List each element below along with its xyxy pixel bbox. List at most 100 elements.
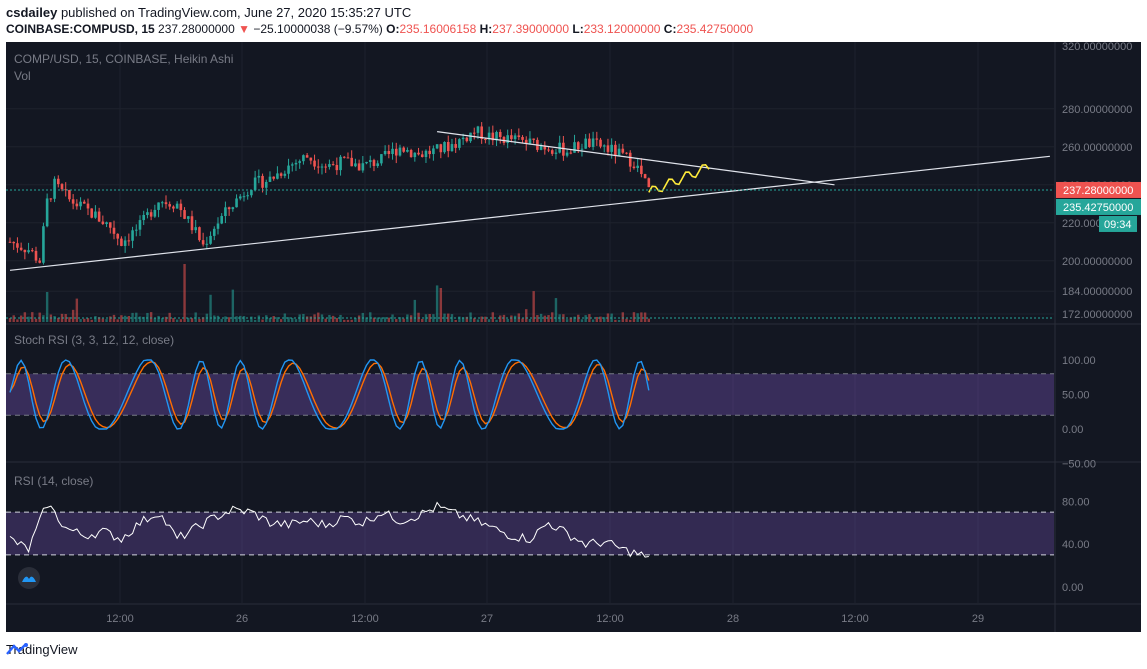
candle-body: [461, 137, 465, 140]
candle-body: [406, 149, 409, 152]
candle-body: [584, 138, 587, 149]
candle-body: [183, 210, 186, 219]
candle-body: [357, 163, 361, 171]
candle-body: [112, 227, 116, 234]
volume-bar: [23, 312, 27, 322]
candle-body: [27, 250, 30, 253]
candle-body: [220, 216, 223, 224]
candle-body: [640, 165, 643, 175]
candle-body: [376, 163, 379, 166]
candle-body: [539, 145, 543, 150]
volume-bar: [175, 319, 179, 322]
volume-bar: [27, 316, 30, 322]
volume-bar: [588, 314, 591, 322]
candle-body: [116, 233, 120, 239]
volume-bar: [543, 315, 547, 322]
candle-body: [279, 173, 283, 176]
volume-bar: [187, 317, 190, 322]
candle-body: [30, 250, 34, 252]
author-name[interactable]: csdailey: [6, 5, 58, 20]
volume-bar: [480, 316, 483, 322]
candle-body: [614, 144, 617, 157]
candle-body: [71, 199, 75, 204]
volume-bar: [335, 318, 339, 322]
volume-bar: [34, 318, 38, 322]
candle-body: [398, 147, 402, 156]
volume-bar: [94, 316, 97, 322]
candle-body: [101, 221, 105, 224]
volume-bar: [101, 318, 105, 322]
volume-bar: [372, 317, 376, 322]
candle-body: [34, 250, 38, 261]
volume-bar: [439, 288, 443, 322]
volume-bar: [253, 319, 257, 322]
candle-body: [142, 214, 146, 221]
volume-bar: [539, 313, 543, 322]
volume-bar: [309, 316, 313, 322]
candle-body: [565, 152, 569, 156]
candle-body: [324, 166, 327, 168]
chart-frame[interactable]: 12:00 26 12:00 27 12:00 28 12:00 29 320.00000000…: [6, 42, 1141, 632]
candle-body: [543, 145, 547, 150]
volume-bar: [60, 313, 64, 322]
volume-bar: [53, 316, 56, 322]
pane-title-price: COMP/USD, 15, COINBASE, Heikin Ashi: [14, 52, 233, 66]
volume-bar: [71, 309, 75, 322]
volume-bar: [614, 319, 617, 322]
volume-bar: [12, 315, 15, 322]
volume-bar: [599, 316, 602, 322]
volume-bar: [640, 312, 643, 322]
volume-bar: [595, 316, 599, 322]
candle-body: [160, 202, 164, 204]
chart-canvas[interactable]: 12:00 26 12:00 27 12:00 28 12:00 29 320.00000000…: [6, 42, 1141, 632]
volume-bar: [109, 316, 112, 322]
volume-bar: [395, 319, 398, 322]
candle-body: [339, 156, 342, 171]
candle-body: [342, 156, 346, 158]
volume-bar: [443, 313, 446, 322]
candle-body: [138, 220, 142, 230]
candle-body: [532, 138, 535, 140]
volume-bar: [261, 319, 264, 322]
volume-bar: [45, 292, 49, 322]
volume-bar: [391, 314, 394, 322]
volume-bar: [361, 312, 365, 322]
volume-bar: [521, 318, 524, 322]
volume-bar: [469, 312, 472, 322]
candle-body: [335, 164, 339, 171]
candle-body: [120, 238, 123, 246]
candle-body: [625, 152, 628, 154]
volume-bar: [112, 314, 116, 322]
candle-body: [576, 142, 580, 150]
candle-body: [194, 227, 197, 231]
candle-body: [294, 162, 298, 165]
candle-body: [354, 163, 357, 167]
volume-bar: [513, 315, 517, 322]
volume-bar: [357, 315, 361, 322]
candle-body: [495, 131, 498, 141]
candle-body: [528, 138, 532, 144]
volume-bar: [331, 315, 335, 322]
candle-body: [432, 148, 435, 155]
low-value: 233.12000000: [583, 22, 661, 36]
volume-bar: [168, 312, 171, 322]
candle-body: [23, 249, 27, 253]
candle-body: [391, 148, 394, 154]
volume-bar: [317, 312, 320, 322]
stoch-band: [6, 373, 1054, 416]
volume-bar: [265, 315, 268, 322]
candle-body: [149, 212, 153, 217]
candle-body: [484, 139, 487, 141]
volume-bar: [235, 316, 238, 322]
price-tick-label: 184.00000000: [1062, 286, 1132, 298]
stoch-tick-label: 0.00: [1062, 424, 1083, 436]
volume-bar: [31, 312, 34, 322]
rsi-band: [6, 512, 1054, 555]
rsi-tick-label: 40.00: [1062, 539, 1090, 551]
candle-body: [562, 142, 565, 156]
open-value: 235.16006158: [399, 22, 477, 36]
volume-bar: [213, 315, 216, 322]
candle-body: [264, 181, 268, 188]
volume-bar: [127, 316, 131, 322]
volume-bar: [116, 319, 119, 322]
